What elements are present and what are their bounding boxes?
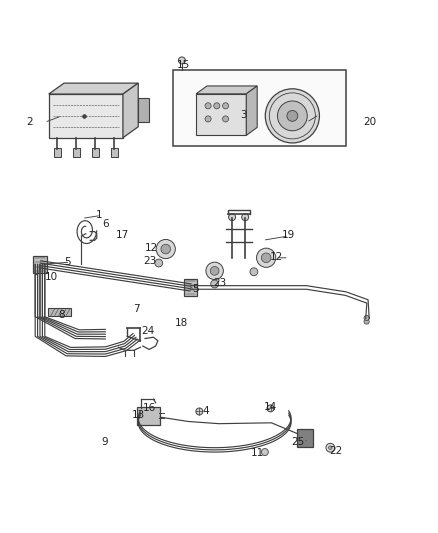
FancyBboxPatch shape bbox=[73, 148, 80, 157]
Circle shape bbox=[205, 103, 211, 109]
FancyBboxPatch shape bbox=[111, 148, 118, 157]
Text: 19: 19 bbox=[281, 230, 295, 240]
Text: 1: 1 bbox=[95, 210, 102, 220]
Text: 8: 8 bbox=[59, 310, 65, 319]
Circle shape bbox=[267, 405, 274, 412]
Text: 14: 14 bbox=[264, 402, 277, 412]
Polygon shape bbox=[49, 83, 138, 94]
Text: 2: 2 bbox=[26, 117, 32, 127]
Circle shape bbox=[35, 262, 40, 267]
Circle shape bbox=[161, 244, 170, 254]
Circle shape bbox=[364, 319, 369, 324]
Circle shape bbox=[326, 443, 335, 452]
Circle shape bbox=[242, 214, 249, 221]
Text: 23: 23 bbox=[213, 278, 226, 288]
Circle shape bbox=[261, 449, 268, 456]
Text: 10: 10 bbox=[44, 272, 57, 282]
Circle shape bbox=[287, 110, 298, 122]
Circle shape bbox=[223, 116, 229, 122]
FancyBboxPatch shape bbox=[138, 99, 149, 123]
Polygon shape bbox=[196, 86, 257, 94]
Text: 24: 24 bbox=[141, 326, 155, 336]
FancyBboxPatch shape bbox=[184, 279, 197, 296]
Text: 3: 3 bbox=[240, 110, 246, 119]
Text: 5: 5 bbox=[64, 257, 71, 267]
Polygon shape bbox=[196, 94, 246, 135]
FancyBboxPatch shape bbox=[138, 407, 160, 425]
Circle shape bbox=[223, 103, 229, 109]
Circle shape bbox=[211, 280, 219, 288]
Text: 22: 22 bbox=[329, 446, 343, 456]
Circle shape bbox=[35, 259, 40, 264]
Circle shape bbox=[328, 446, 332, 449]
Circle shape bbox=[178, 57, 185, 64]
Text: 20: 20 bbox=[363, 117, 376, 126]
Text: 12: 12 bbox=[145, 243, 158, 253]
Circle shape bbox=[35, 264, 40, 269]
Circle shape bbox=[210, 266, 219, 275]
Text: 25: 25 bbox=[291, 437, 304, 447]
Circle shape bbox=[214, 103, 220, 109]
Text: 15: 15 bbox=[177, 60, 190, 70]
Circle shape bbox=[250, 268, 258, 276]
Circle shape bbox=[257, 248, 276, 268]
Circle shape bbox=[364, 316, 369, 320]
Circle shape bbox=[35, 257, 40, 262]
FancyBboxPatch shape bbox=[92, 148, 99, 157]
Text: 6: 6 bbox=[102, 219, 109, 229]
Text: 12: 12 bbox=[270, 252, 283, 262]
Text: 7: 7 bbox=[133, 304, 139, 314]
Polygon shape bbox=[123, 83, 138, 138]
Text: 4: 4 bbox=[203, 406, 209, 416]
Circle shape bbox=[156, 239, 175, 259]
Circle shape bbox=[229, 214, 236, 221]
Circle shape bbox=[196, 408, 203, 415]
Text: 18: 18 bbox=[175, 318, 188, 328]
Text: 11: 11 bbox=[251, 448, 264, 458]
Circle shape bbox=[155, 259, 162, 267]
Text: 16: 16 bbox=[142, 403, 156, 414]
Text: 5: 5 bbox=[193, 284, 199, 294]
FancyBboxPatch shape bbox=[54, 148, 61, 157]
Text: 23: 23 bbox=[143, 256, 157, 266]
Circle shape bbox=[277, 101, 307, 131]
Polygon shape bbox=[246, 86, 257, 135]
FancyBboxPatch shape bbox=[173, 70, 346, 147]
FancyBboxPatch shape bbox=[297, 430, 313, 447]
Circle shape bbox=[206, 262, 223, 280]
Circle shape bbox=[35, 266, 40, 272]
FancyBboxPatch shape bbox=[48, 309, 71, 316]
Polygon shape bbox=[49, 94, 123, 138]
FancyBboxPatch shape bbox=[33, 256, 46, 273]
Text: 17: 17 bbox=[116, 230, 129, 240]
Text: 9: 9 bbox=[101, 437, 108, 447]
Text: 13: 13 bbox=[131, 410, 145, 420]
Circle shape bbox=[265, 89, 319, 143]
Circle shape bbox=[205, 116, 211, 122]
Circle shape bbox=[261, 253, 271, 263]
